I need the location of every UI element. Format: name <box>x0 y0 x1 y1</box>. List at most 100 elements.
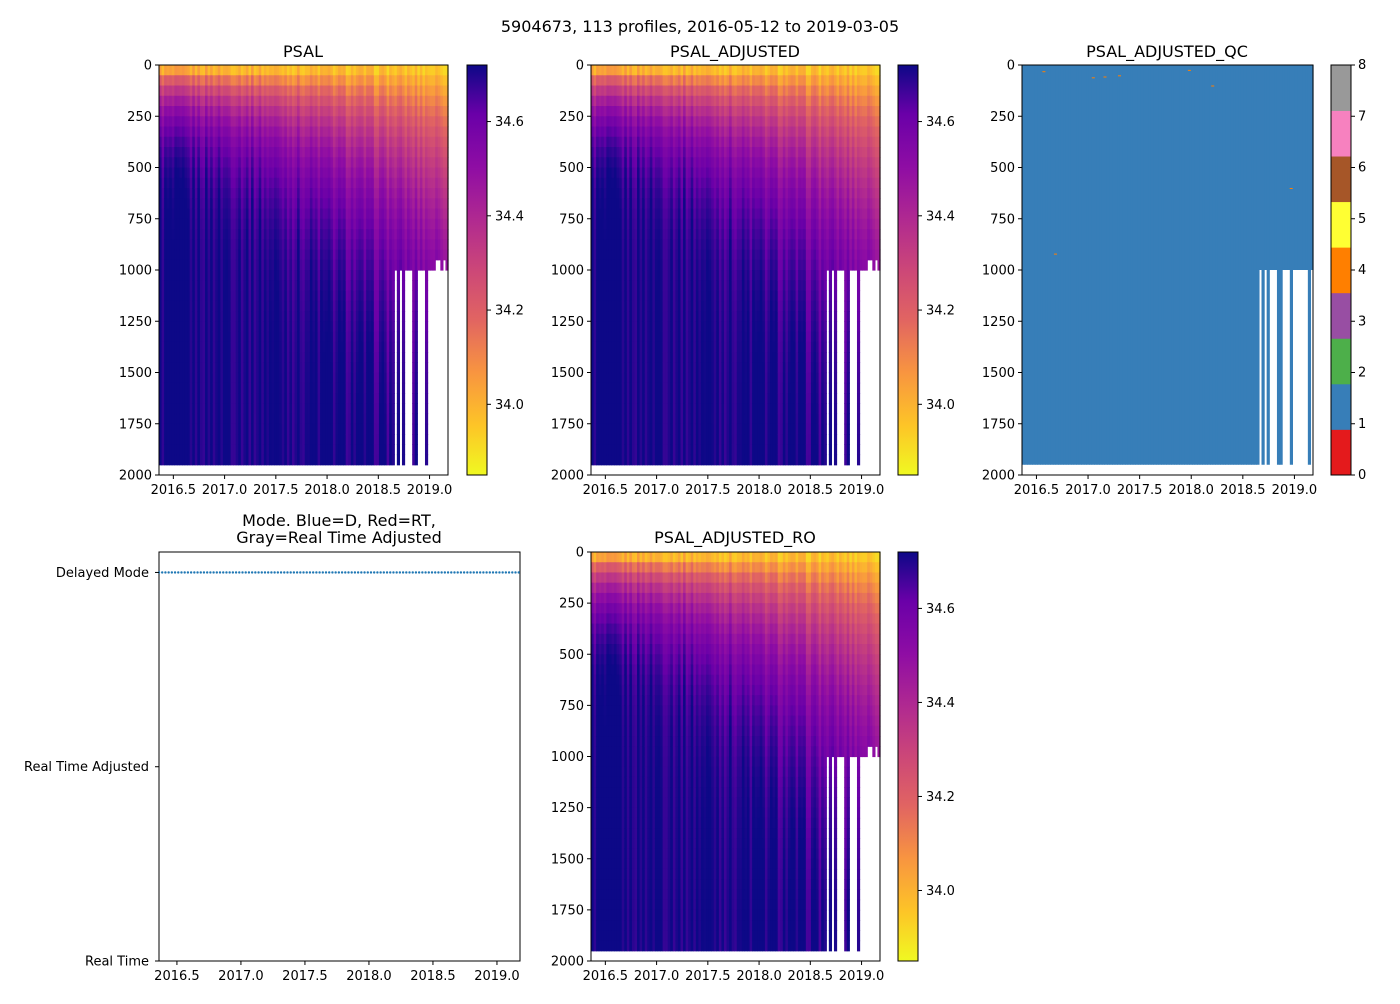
mode-point <box>347 571 349 573</box>
mode-point <box>225 571 227 573</box>
x-tick-label: 2018.0 <box>736 483 782 498</box>
y-tick-label: 1750 <box>982 417 1015 432</box>
qc-colorbar-swatch <box>1331 338 1351 384</box>
x-tick-label: 2017.0 <box>202 483 248 498</box>
x-tick-label: 2019.0 <box>474 969 520 984</box>
psal-adjusted-colorbar <box>898 65 918 475</box>
mode-point <box>431 571 433 573</box>
x-tick-label: 2018.0 <box>304 483 350 498</box>
y-tick-label: 2000 <box>551 469 584 484</box>
mode-point <box>495 571 497 573</box>
mode-point <box>408 571 410 573</box>
mode-point <box>257 571 259 573</box>
x-tick-label: 2017.0 <box>634 969 680 984</box>
x-tick-label: 2018.5 <box>1220 483 1266 498</box>
mode-point <box>267 571 269 573</box>
mode-point <box>428 571 430 573</box>
mode-point <box>424 571 426 573</box>
qc-colorbar-swatch <box>1331 111 1351 157</box>
mode-point <box>248 571 250 573</box>
mode-point <box>447 571 449 573</box>
y-tick-label: 750 <box>559 212 584 227</box>
mode-point <box>312 571 314 573</box>
y-tick-label: 500 <box>559 161 584 176</box>
y-tick-label: 1250 <box>551 801 584 816</box>
colorbar-tick-label: 34.2 <box>495 304 524 319</box>
qc-colorbar-tick-label: 3 <box>1358 314 1366 329</box>
colorbar-tick-label: 34.0 <box>926 884 955 899</box>
y-tick-label: 250 <box>990 110 1015 125</box>
mode-point <box>405 571 407 573</box>
y-tick-label: 1000 <box>551 750 584 765</box>
x-tick-label: 2019.0 <box>839 483 885 498</box>
mode-point <box>241 571 243 573</box>
mode-point <box>328 571 330 573</box>
y-tick-label: 1250 <box>119 315 152 330</box>
mode-point <box>508 571 510 573</box>
qc-colorbar-swatch <box>1331 247 1351 293</box>
y-tick-label: 1250 <box>982 315 1015 330</box>
x-tick-label: 2017.0 <box>218 969 264 984</box>
colorbar-tick-label: 34.4 <box>926 209 955 224</box>
mode-point <box>325 571 327 573</box>
psal-adjusted-ro-heatmap <box>591 552 881 951</box>
mode-point <box>386 571 388 573</box>
colorbar-tick-label: 34.6 <box>926 115 955 130</box>
mode-point <box>299 571 301 573</box>
colorbar-tick-label: 34.6 <box>495 115 524 130</box>
y-tick-label: 1000 <box>551 264 584 279</box>
y-tick-label: 1000 <box>119 264 152 279</box>
mode-point <box>171 571 173 573</box>
mode-point <box>479 571 481 573</box>
mode-title-line-2: Gray=Real Time Adjusted <box>236 528 442 547</box>
mode-point <box>315 571 317 573</box>
x-tick-label: 2018.5 <box>788 483 834 498</box>
qc-colorbar-swatch <box>1331 202 1351 248</box>
x-tick-label: 2016.5 <box>583 483 629 498</box>
mode-point <box>261 571 263 573</box>
qc-colorbar-tick-label: 1 <box>1358 417 1366 432</box>
mode-point <box>485 571 487 573</box>
mode-point <box>489 571 491 573</box>
mode-point <box>376 571 378 573</box>
mode-point <box>501 571 503 573</box>
mode-point <box>164 571 166 573</box>
mode-point <box>212 571 214 573</box>
mode-point <box>363 571 365 573</box>
mode-category-label: Delayed Mode <box>56 566 149 581</box>
figure-suptitle: 5904673, 113 profiles, 2016-05-12 to 201… <box>501 17 899 36</box>
y-tick-label: 1250 <box>551 315 584 330</box>
x-tick-label: 2016.5 <box>583 969 629 984</box>
mode-point <box>216 571 218 573</box>
y-tick-label: 750 <box>127 212 152 227</box>
y-tick-label: 0 <box>144 59 152 74</box>
mode-point <box>457 571 459 573</box>
mode-point <box>466 571 468 573</box>
mode-point <box>190 571 192 573</box>
mode-point <box>183 571 185 573</box>
mode-point <box>254 571 256 573</box>
panel-psal-adjusted-qc-title: PSAL_ADJUSTED_QC <box>1086 42 1248 62</box>
mode-point <box>463 571 465 573</box>
colorbar-tick-label: 34.2 <box>926 304 955 319</box>
mode-point <box>235 571 237 573</box>
mode-category-label: Real Time Adjusted <box>24 760 149 775</box>
mode-point <box>302 571 304 573</box>
x-tick-label: 2017.5 <box>685 483 731 498</box>
mode-point <box>418 571 420 573</box>
x-tick-label: 2018.5 <box>410 969 456 984</box>
mode-point <box>334 571 336 573</box>
x-tick-label: 2019.0 <box>839 969 885 984</box>
mode-point <box>251 571 253 573</box>
mode-point <box>222 571 224 573</box>
qc-colorbar-tick-label: 6 <box>1358 161 1366 176</box>
x-tick-label: 2016.5 <box>154 969 200 984</box>
psal-heatmap <box>159 65 449 465</box>
qc-colorbar-tick-label: 7 <box>1358 109 1366 124</box>
x-tick-label: 2018.5 <box>788 969 834 984</box>
mode-point <box>161 571 163 573</box>
